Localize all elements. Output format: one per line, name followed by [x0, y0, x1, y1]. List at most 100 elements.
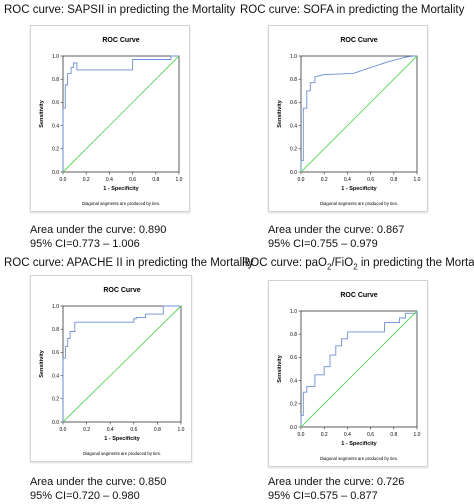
- y-tick-label: 0.8: [290, 332, 297, 338]
- roc-curve-line: [300, 311, 418, 427]
- x-tick-label: 0.4: [107, 427, 114, 433]
- roc-chart: ROC Curve 0.0 0.2 0.4 0.6 0.8 1.0 0.0 0.2 0.4 0.6 0…: [39, 37, 183, 206]
- roc-curve-line: [62, 55, 179, 172]
- y-tick-label: 0.6: [52, 350, 59, 356]
- chart-title: ROC Curve: [103, 287, 140, 294]
- roc-figure: ROC Curve 0.0 0.2 0.4 0.6 0.8 1.0 0.0 0.2 0.4 0.6 0…: [30, 25, 190, 212]
- x-tick-label: 1.0: [414, 432, 421, 438]
- caption-mid: /FiO: [331, 257, 354, 269]
- x-tick-label: 1.0: [178, 427, 185, 433]
- x-tick-label: 0.6: [129, 177, 136, 183]
- y-axis-label: Sensitivity: [277, 354, 283, 382]
- reference-diagonal-line: [300, 310, 418, 428]
- x-tick-label: 0.2: [83, 427, 90, 433]
- y-tick-label: 0.6: [52, 100, 59, 106]
- roc-curve-line: [62, 305, 181, 422]
- diagonal-note: Diagonal segments are produced by ties.: [320, 456, 398, 461]
- y-axis-label: Sensitivity: [39, 349, 45, 377]
- diagonal-note: Diagonal segments are produced by ties.: [82, 201, 160, 206]
- reference-diagonal-line: [62, 305, 182, 423]
- chart-title: ROC Curve: [102, 37, 139, 44]
- y-tick-label: 0.2: [52, 147, 59, 153]
- caption-suffix: in predicting the Mortality: [360, 257, 474, 269]
- caption-subscript-2: 2: [353, 262, 358, 272]
- y-tick-label: 0.6: [290, 355, 297, 361]
- x-axis-label: 1 - Specificity: [341, 441, 377, 447]
- x-tick-label: 0.0: [60, 427, 67, 433]
- y-axis-label: Sensitivity: [39, 99, 45, 127]
- panel-caption: ROC curve: SOFA in predicting the Mortal…: [240, 4, 465, 16]
- auc-text: Area under the curve: 0.890 95% CI=0.773…: [30, 223, 166, 251]
- y-tick-label: 0.0: [52, 420, 59, 426]
- ci-label: 95% CI=0.773 – 1.006: [30, 238, 140, 250]
- auc-text: Area under the curve: 0.726 95% CI=0.575…: [268, 475, 404, 503]
- x-tick-label: 1.0: [176, 177, 183, 183]
- x-tick-label: 0.0: [298, 177, 305, 183]
- y-tick-label: 0.8: [52, 327, 59, 333]
- panel-caption: ROC curve: APACHE II in predicting the M…: [4, 257, 254, 269]
- y-axis-label: Sensitivity: [277, 99, 283, 127]
- y-tick-label: 1.0: [52, 304, 59, 310]
- y-tick-label: 1.0: [290, 54, 297, 60]
- y-tick-label: 0.2: [52, 397, 59, 403]
- y-tick-label: 0.8: [290, 77, 297, 83]
- auc-text: Area under the curve: 0.850 95% CI=0.720…: [30, 475, 166, 503]
- x-tick-label: 0.8: [152, 177, 159, 183]
- x-tick-label: 0.0: [298, 432, 305, 438]
- y-tick-label: 0.6: [290, 100, 297, 106]
- x-tick-label: 0.6: [367, 177, 374, 183]
- x-tick-label: 0.8: [390, 432, 397, 438]
- ci-label: 95% CI=0.575 – 0.877: [268, 490, 378, 502]
- caption-prefix: ROC curve: paO: [242, 257, 327, 269]
- y-tick-label: 0.2: [290, 147, 297, 153]
- y-tick-label: 0.4: [290, 123, 297, 129]
- x-axis-label: 1 - Specificity: [341, 186, 377, 192]
- x-tick-label: 0.2: [83, 177, 90, 183]
- x-tick-label: 0.2: [321, 432, 328, 438]
- caption-subscript-1: 2: [327, 262, 332, 272]
- x-tick-label: 0.2: [321, 177, 328, 183]
- auc-label: Area under the curve: 0.867: [268, 224, 405, 236]
- reference-diagonal-line: [300, 55, 418, 173]
- x-tick-label: 0.4: [344, 177, 351, 183]
- roc-figure: ROC Curve 0.0 0.2 0.4 0.6 0.8 1.0 0.0 0.2 0.4 0.6 0…: [30, 275, 192, 462]
- chart-title: ROC Curve: [340, 37, 377, 44]
- y-tick-label: 0.0: [290, 170, 297, 176]
- y-tick-label: 0.0: [52, 170, 59, 176]
- x-tick-label: 1.0: [414, 177, 421, 183]
- reference-diagonal-line: [62, 55, 180, 173]
- ci-label: 95% CI=0.755 – 0.979: [268, 238, 378, 250]
- panel-caption: ROC curve: SAPSII in predicting the Mort…: [4, 4, 236, 16]
- x-tick-label: 0.4: [106, 177, 113, 183]
- y-tick-label: 0.0: [290, 425, 297, 431]
- x-tick-label: 0.8: [390, 177, 397, 183]
- x-tick-label: 0.6: [130, 427, 137, 433]
- roc-chart: ROC Curve 0.0 0.2 0.4 0.6 0.8 1.0 0.0 0.2 0.4 0.6 0…: [39, 287, 185, 456]
- auc-label: Area under the curve: 0.890: [30, 224, 167, 236]
- auc-text: Area under the curve: 0.867 95% CI=0.755…: [268, 223, 404, 251]
- roc-figure: ROC Curve 0.0 0.2 0.4 0.6 0.8 1.0 0.0 0.2 0.4 0.6 0…: [268, 25, 428, 212]
- x-tick-label: 0.8: [154, 427, 161, 433]
- auc-label: Area under the curve: 0.850: [30, 476, 167, 488]
- roc-chart: ROC Curve 0.0 0.2 0.4 0.6 0.8 1.0 0.0 0.2 0.4 0.6 0…: [277, 292, 421, 461]
- y-tick-label: 0.8: [52, 77, 59, 83]
- auc-label: Area under the curve: 0.726: [268, 476, 405, 488]
- diagonal-note: Diagonal segments are produced by ties.: [83, 451, 161, 456]
- y-tick-label: 0.4: [52, 373, 59, 379]
- ci-label: 95% CI=0.720 – 0.980: [30, 490, 140, 502]
- x-axis-label: 1 - Specificity: [103, 186, 139, 192]
- y-tick-label: 0.4: [52, 123, 59, 129]
- roc-chart: ROC Curve 0.0 0.2 0.4 0.6 0.8 1.0 0.0 0.2 0.4 0.6 0…: [277, 37, 421, 206]
- y-tick-label: 0.4: [290, 378, 297, 384]
- x-tick-label: 0.4: [344, 432, 351, 438]
- x-tick-label: 0.6: [367, 432, 374, 438]
- diagonal-note: Diagonal segments are produced by ties.: [320, 201, 398, 206]
- x-tick-label: 0.0: [60, 177, 67, 183]
- y-tick-label: 0.2: [290, 402, 297, 408]
- panel-caption: ROC curve: paO2/FiO2 in predicting the M…: [242, 257, 474, 271]
- y-tick-label: 1.0: [52, 54, 59, 60]
- roc-curve-line: [300, 55, 417, 172]
- chart-title: ROC Curve: [340, 292, 377, 299]
- roc-figure: ROC Curve 0.0 0.2 0.4 0.6 0.8 1.0 0.0 0.2 0.4 0.6 0…: [268, 280, 428, 467]
- x-axis-label: 1 - Specificity: [104, 436, 140, 442]
